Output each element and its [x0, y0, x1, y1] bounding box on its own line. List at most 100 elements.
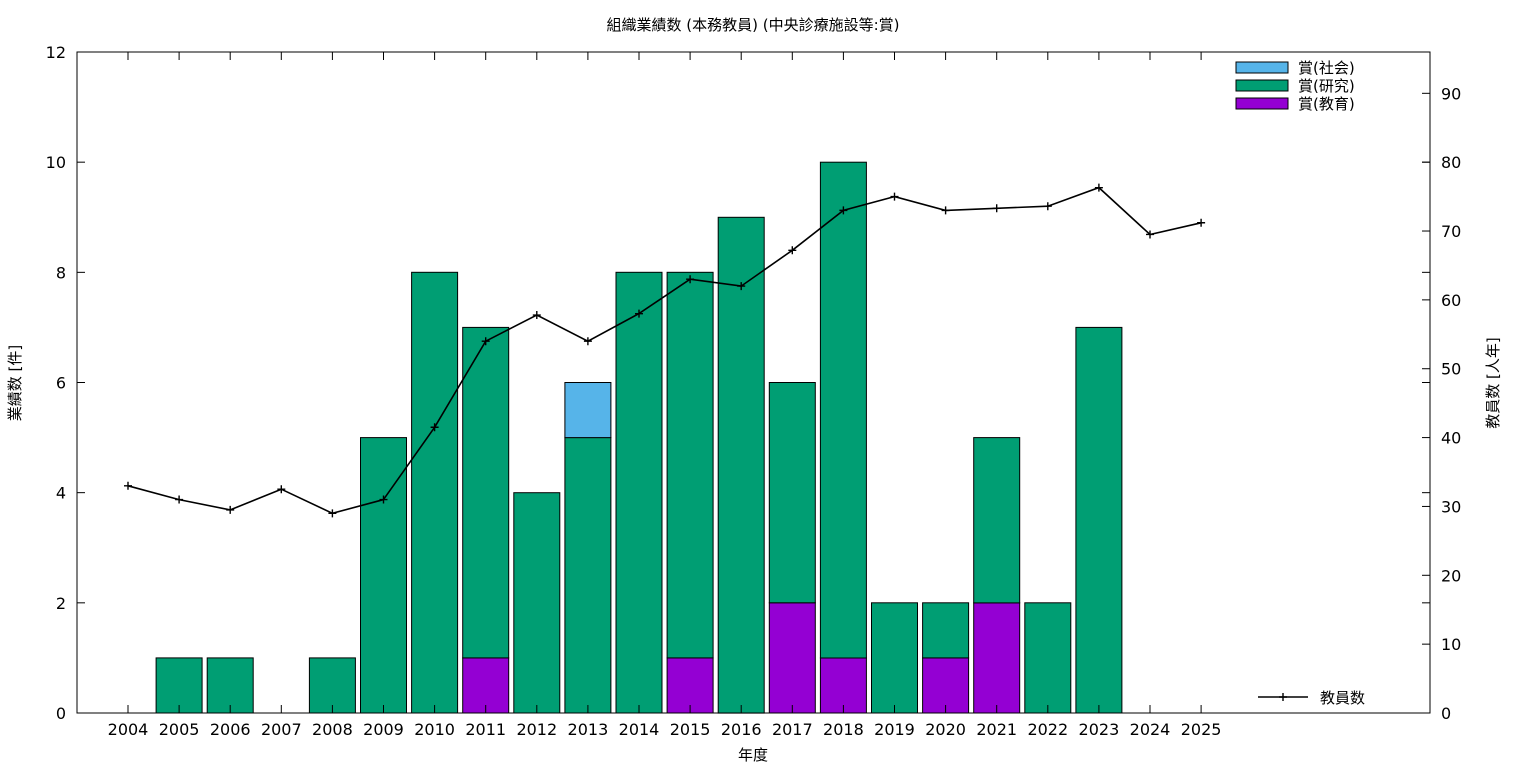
x-tick-label-2005: 2005 [159, 720, 200, 739]
line-point-2020 [941, 206, 950, 215]
x-tick-label-2022: 2022 [1027, 720, 1068, 739]
axes: 0 2 4 6 8 10 12 0 10 20 30 40 50 60 70 80 90 2004 2005 2006… [46, 43, 1462, 739]
bar-2019-series-1 [871, 602, 918, 714]
line-series [124, 183, 1206, 518]
line-point-2018 [839, 206, 848, 215]
bar-2020-series-1 [922, 602, 970, 659]
y2-tick-label: 90 [1441, 84, 1461, 103]
line-point-2006 [226, 505, 235, 514]
line-point-2008 [328, 509, 337, 518]
y2-tick-label: 60 [1441, 291, 1461, 310]
x-tick-label-2023: 2023 [1079, 720, 1120, 739]
legend-label-0: 賞(社会) [1298, 59, 1355, 77]
y2-tick-label: 70 [1441, 222, 1461, 241]
bar-2018-series-0 [819, 657, 867, 714]
bar-2017-series-1 [768, 382, 816, 604]
x-axis-label: 年度 [738, 746, 768, 764]
bar-2013-series-1 [564, 437, 612, 714]
legend-line-marker [1279, 693, 1287, 701]
legend-swatch-0 [1235, 61, 1289, 74]
y-tick-label: 10 [46, 153, 66, 172]
line-series-path [127, 186, 1202, 515]
x-tick-label-2006: 2006 [210, 720, 251, 739]
line-point-2009 [379, 495, 388, 504]
x-tick-label-2014: 2014 [619, 720, 660, 739]
y2-tick-label: 30 [1441, 497, 1461, 516]
line-point-2011 [481, 337, 490, 346]
x-tick-label-2020: 2020 [925, 720, 966, 739]
bar-2017-series-0 [768, 602, 816, 714]
bar-2010-series-1 [411, 271, 459, 714]
bar-2013-series-2 [564, 382, 612, 439]
line-point-2016 [737, 282, 746, 291]
bar-2011-series-0 [462, 657, 510, 714]
bar-2020-series-0 [922, 657, 970, 714]
x-tick-label-2015: 2015 [670, 720, 711, 739]
x-tick-label-2019: 2019 [874, 720, 915, 739]
x-tick-label-2021: 2021 [976, 720, 1017, 739]
y2-tick-label: 40 [1441, 429, 1461, 448]
y-tick-label: 4 [56, 484, 66, 503]
line-point-2022 [1043, 202, 1052, 211]
bar-2015-series-1 [666, 271, 714, 659]
line-point-2021 [992, 204, 1001, 213]
legend: 賞(社会)賞(研究)賞(教育) 教員数 [1235, 59, 1365, 707]
line-point-2014 [635, 309, 643, 318]
line-point-2010 [430, 423, 439, 432]
bar-2021-series-1 [973, 437, 1021, 604]
x-tick-label-2018: 2018 [823, 720, 864, 739]
y2-axis-label: 教員数 [人年] [1484, 337, 1502, 428]
x-tick-label-2011: 2011 [465, 720, 506, 739]
legend-label-line: 教員数 [1320, 689, 1365, 707]
legend-label-2: 賞(教育) [1298, 95, 1355, 113]
line-point-2023 [1094, 183, 1103, 192]
line-point-2025 [1197, 218, 1206, 227]
y2-tick-label: 50 [1441, 360, 1461, 379]
x-tick-label-2012: 2012 [516, 720, 557, 739]
bar-2015-series-0 [666, 657, 714, 714]
line-point-2013 [583, 337, 592, 346]
x-tick-label-2016: 2016 [721, 720, 762, 739]
line-point-2017 [788, 246, 797, 255]
bar-2018-series-1 [819, 161, 867, 659]
bar-2008-series-1 [308, 657, 356, 714]
x-tick-label-2009: 2009 [363, 720, 404, 739]
bar-2023-series-1 [1075, 326, 1123, 714]
x-tick-label-2010: 2010 [414, 720, 455, 739]
bar-2009-series-1 [360, 437, 407, 714]
line-point-2007 [277, 485, 286, 494]
y2-tick-label: 10 [1441, 635, 1461, 654]
chart-title: 組織業績数 (本務教員) (中央診療施設等:賞) [607, 16, 900, 34]
y2-tick-label: 80 [1441, 153, 1461, 172]
line-point-2005 [175, 495, 184, 504]
legend-swatch-1 [1235, 79, 1289, 92]
y2-tick-label: 20 [1441, 566, 1461, 585]
y2-tick-label: 0 [1441, 704, 1451, 723]
legend-swatch-2 [1235, 97, 1289, 110]
bars [155, 161, 1123, 714]
line-point-2024 [1146, 230, 1154, 239]
legend-label-1: 賞(研究) [1298, 77, 1355, 95]
x-tick-label-2025: 2025 [1181, 720, 1222, 739]
line-point-2015 [686, 275, 695, 284]
line-point-2012 [532, 311, 541, 320]
x-tick-label-2024: 2024 [1130, 720, 1171, 739]
bar-2014-series-1 [615, 271, 663, 714]
bar-2005-series-1 [155, 657, 203, 714]
y-tick-label: 6 [56, 374, 66, 393]
bar-2021-series-0 [973, 602, 1021, 714]
x-tick-label-2008: 2008 [312, 720, 353, 739]
bar-2011-series-1 [462, 326, 510, 659]
line-point-2019 [890, 192, 899, 201]
y-tick-label: 2 [56, 594, 66, 613]
y-tick-label: 12 [46, 43, 66, 62]
x-tick-label-2004: 2004 [108, 720, 149, 739]
x-tick-label-2013: 2013 [568, 720, 609, 739]
y-tick-label: 8 [56, 263, 66, 282]
y-tick-label: 0 [56, 704, 66, 723]
line-point-2004 [124, 481, 132, 490]
bar-2012-series-1 [513, 492, 561, 714]
bar-2006-series-1 [206, 657, 254, 714]
y-axis-label: 業績数 [件] [6, 345, 24, 421]
